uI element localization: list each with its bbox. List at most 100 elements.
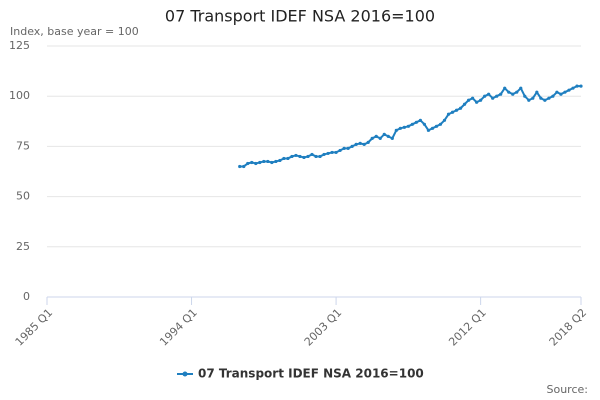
- y-tick-label: 25: [16, 240, 30, 253]
- data-point: [262, 159, 266, 164]
- data-point: [406, 124, 410, 128]
- data-point: [370, 136, 374, 140]
- data-point: [398, 126, 402, 130]
- data-point: [479, 98, 483, 102]
- data-point: [539, 96, 543, 100]
- y-tick-label: 125: [9, 39, 30, 52]
- x-tick-label: 2003 Q1: [302, 306, 345, 349]
- data-point: [527, 98, 531, 102]
- data-point: [575, 84, 579, 88]
- data-point: [314, 154, 318, 159]
- data-point: [499, 92, 503, 96]
- x-tick-label: 2018 Q2: [547, 306, 590, 349]
- data-point: [418, 118, 422, 122]
- y-tick-label: 0: [23, 290, 30, 303]
- data-point: [470, 96, 475, 100]
- data-point: [242, 164, 246, 169]
- data-point: [250, 160, 254, 165]
- data-point: [442, 118, 447, 122]
- data-point: [390, 136, 394, 140]
- data-point: [491, 96, 495, 100]
- data-point: [310, 152, 314, 157]
- source: Source:: [547, 383, 589, 396]
- data-point: [246, 161, 250, 166]
- data-point: [503, 86, 507, 90]
- legend-marker: [182, 371, 188, 377]
- y-tick-label: 50: [16, 190, 30, 203]
- data-point: [306, 154, 310, 159]
- data-point: [318, 154, 322, 159]
- data-point: [543, 98, 547, 102]
- data-point: [362, 142, 366, 146]
- chart-title: 07 Transport IDEF NSA 2016=100: [165, 7, 435, 26]
- data-point: [483, 94, 487, 98]
- data-point: [462, 102, 467, 106]
- y-tick-label: 75: [16, 139, 30, 152]
- data-point: [410, 122, 414, 126]
- data-point: [414, 120, 418, 124]
- data-point: [422, 122, 427, 126]
- data-point: [386, 134, 390, 138]
- data-point: [286, 156, 290, 161]
- data-point: [274, 159, 278, 164]
- data-point: [298, 154, 302, 159]
- data-point: [258, 160, 262, 165]
- data-point: [338, 148, 342, 153]
- data-point: [346, 146, 350, 151]
- data-point: [326, 151, 330, 156]
- data-point: [446, 112, 451, 116]
- data-point: [535, 90, 539, 94]
- data-point: [507, 90, 511, 94]
- data-point: [430, 126, 435, 130]
- data-point: [547, 96, 551, 100]
- data-point: [270, 160, 274, 165]
- series-line: [239, 85, 581, 168]
- data-point: [531, 96, 535, 100]
- data-point: [523, 94, 527, 98]
- data-point: [282, 156, 286, 161]
- data-point: [511, 92, 515, 96]
- data-point: [426, 128, 431, 132]
- data-point: [382, 132, 386, 136]
- data-point: [571, 86, 575, 90]
- data-point: [294, 153, 298, 158]
- data-point: [555, 90, 559, 94]
- data-point: [238, 164, 242, 169]
- data-point: [515, 90, 519, 94]
- legend: 07 Transport IDEF NSA 2016=100: [198, 367, 424, 381]
- data-point: [302, 155, 306, 160]
- data-point: [454, 108, 459, 112]
- x-tick-label: 1994 Q1: [157, 306, 200, 349]
- data-point: [254, 161, 258, 166]
- x-tick-label: 1985 Q1: [13, 306, 56, 349]
- data-point: [487, 92, 491, 96]
- data-point: [458, 106, 463, 110]
- data-point: [342, 146, 346, 151]
- data-point: [519, 86, 523, 90]
- subtitle: Index, base year = 100: [10, 25, 139, 38]
- data-point: [567, 88, 571, 92]
- data-point: [579, 84, 583, 88]
- data-point: [334, 150, 338, 155]
- data-point: [450, 110, 455, 114]
- y-tick-label: 100: [9, 89, 30, 102]
- data-point: [394, 128, 398, 132]
- data-point: [438, 122, 443, 126]
- data-point: [330, 150, 334, 155]
- data-point: [559, 92, 563, 96]
- data-point: [374, 134, 378, 138]
- data-point: [354, 142, 358, 146]
- data-point: [551, 94, 555, 98]
- data-point: [278, 158, 282, 163]
- data-point: [402, 125, 406, 129]
- data-point: [366, 140, 370, 144]
- data-point: [378, 136, 382, 140]
- data-point: [434, 124, 439, 128]
- data-point: [563, 90, 567, 94]
- data-point: [266, 159, 270, 164]
- data-point: [350, 144, 354, 148]
- data-point: [290, 154, 294, 159]
- data-point: [475, 100, 479, 104]
- data-point: [358, 141, 362, 145]
